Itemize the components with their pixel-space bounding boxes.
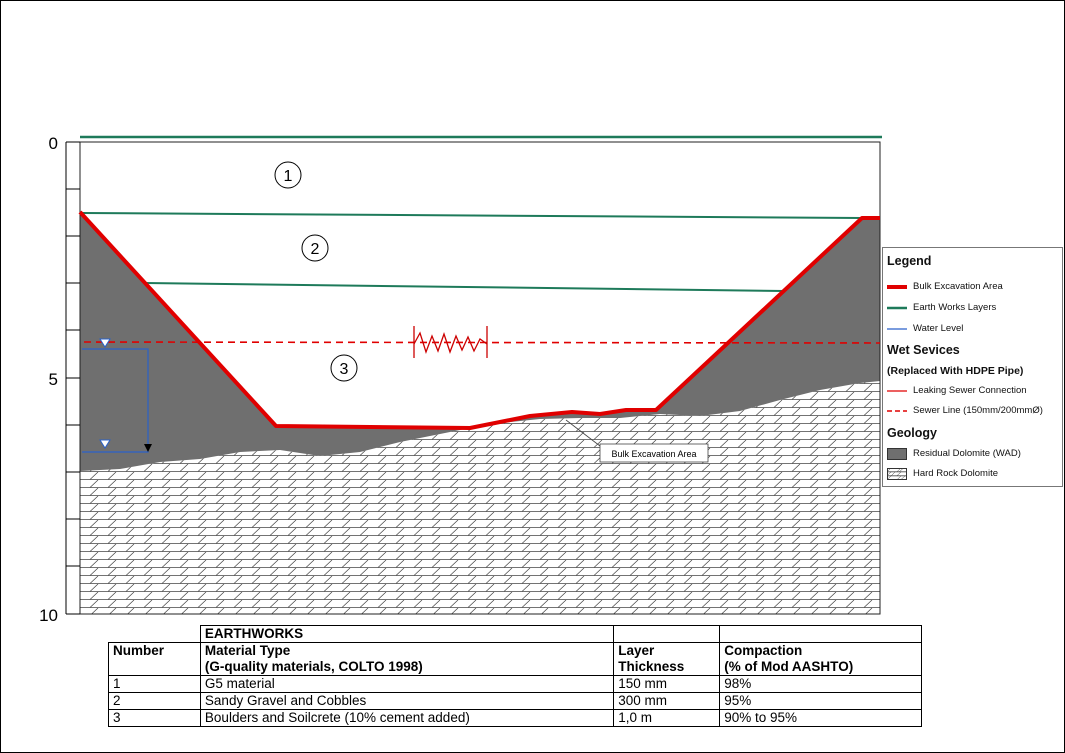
callout-leader bbox=[565, 419, 601, 447]
legend-label: Water Level bbox=[913, 323, 964, 334]
header-material-line-2: (G-quality materials, COLTO 1998) bbox=[204, 659, 423, 674]
legend-wet-subtitle: (Replaced With HDPE Pipe) bbox=[887, 365, 1024, 377]
header-thickness: Layer Thickness bbox=[613, 642, 721, 676]
cell-thickness: 1,0 m bbox=[613, 709, 721, 727]
table-group-header: EARTHWORKS bbox=[199, 625, 615, 643]
header-compaction-line-2: (% of Mod AASHTO) bbox=[724, 659, 854, 674]
bulk-excavation-callout: Bulk Excavation Area bbox=[565, 419, 709, 463]
blue-line-icon bbox=[887, 328, 907, 330]
thin-red-line-icon bbox=[887, 390, 907, 392]
table-header-row: Number Material Type (G-quality material… bbox=[108, 642, 922, 676]
legend-label: Sewer Line (150mm/200mmØ) bbox=[913, 405, 1043, 416]
tick-label-0: 0 bbox=[49, 134, 58, 153]
table-row: 3 Boulders and Soilcrete (10% cement add… bbox=[108, 709, 922, 727]
callout-text: Bulk Excavation Area bbox=[611, 449, 696, 459]
layer-marker-1: 1 bbox=[274, 161, 302, 189]
cell-material: Boulders and Soilcrete (10% cement added… bbox=[199, 709, 615, 727]
header-material-line-1: Material Type bbox=[204, 643, 291, 658]
header-number-label: Number bbox=[113, 643, 165, 658]
water-level-marker-lower bbox=[99, 439, 111, 449]
hatch-swatch-icon bbox=[887, 468, 907, 480]
legend-item-water-level: Water Level bbox=[887, 323, 1063, 336]
legend-item-hard-rock-dolomite: Hard Rock Dolomite bbox=[887, 468, 1063, 481]
legend: Legend Bulk Excavation Area Earth Works … bbox=[882, 247, 1063, 487]
table-empty-cell bbox=[719, 625, 922, 643]
header-compaction: Compaction (% of Mod AASHTO) bbox=[719, 642, 922, 676]
thick-red-line-icon bbox=[887, 285, 907, 289]
cell-number: 1 bbox=[108, 675, 201, 693]
earthworks-layer-1-2 bbox=[81, 212, 863, 219]
header-material: Material Type (G-quality materials, COLT… bbox=[199, 642, 615, 676]
legend-item-leaking-sewer: Leaking Sewer Connection bbox=[887, 385, 1063, 398]
legend-wet-title: Wet Sevices bbox=[887, 343, 960, 357]
cell-number: 3 bbox=[108, 709, 201, 727]
cell-number: 2 bbox=[108, 692, 201, 710]
tick-label-5: 5 bbox=[49, 370, 58, 389]
cell-compaction: 90% to 95% bbox=[719, 709, 922, 727]
water-level-marker-upper bbox=[99, 338, 111, 348]
header-compaction-line-1: Compaction bbox=[724, 643, 803, 658]
legend-geology-title: Geology bbox=[887, 426, 938, 440]
cell-material: G5 material bbox=[199, 675, 615, 693]
legend-title: Legend bbox=[887, 254, 932, 268]
water-level-line bbox=[82, 348, 149, 453]
svg-text:2: 2 bbox=[311, 241, 320, 258]
svg-text:3: 3 bbox=[340, 361, 349, 378]
leaking-sewer-connection bbox=[413, 326, 488, 358]
green-line-icon bbox=[887, 306, 907, 310]
bulk-excavation-outline bbox=[78, 210, 880, 430]
depth-axis: 0 5 10 bbox=[39, 134, 80, 625]
earthworks-table: EARTHWORKS Number Material Type (G-quali… bbox=[108, 625, 922, 727]
cell-thickness: 300 mm bbox=[613, 692, 721, 710]
residual-dolomite bbox=[80, 212, 880, 471]
header-number: Number bbox=[108, 642, 201, 676]
water-level bbox=[82, 338, 152, 453]
cell-compaction: 98% bbox=[719, 675, 922, 693]
table-empty-cell bbox=[109, 626, 201, 643]
legend-label: Bulk Excavation Area bbox=[913, 281, 1003, 292]
cell-material: Sandy Gravel and Cobbles bbox=[199, 692, 615, 710]
sewer-line bbox=[83, 341, 881, 344]
legend-item-bulk-excavation: Bulk Excavation Area bbox=[887, 281, 1063, 294]
layer-marker-2: 2 bbox=[301, 234, 329, 262]
callout-box bbox=[599, 443, 709, 463]
legend-label: Earth Works Layers bbox=[913, 302, 997, 313]
legend-label: Residual Dolomite (WAD) bbox=[913, 448, 1021, 459]
cross-section-diagram: 0 5 10 1 2 3 Bulk Excavation Area bbox=[39, 134, 882, 625]
cell-thickness: 150 mm bbox=[613, 675, 721, 693]
table-empty-cell bbox=[613, 625, 721, 643]
water-arrow-head bbox=[144, 444, 152, 452]
header-thickness-line-1: Layer bbox=[618, 643, 655, 658]
tick-label-10: 10 bbox=[39, 606, 58, 625]
dashed-red-line-icon bbox=[887, 410, 907, 412]
layer-marker-3: 3 bbox=[330, 354, 358, 382]
table-row: 1 G5 material 150 mm 98% bbox=[108, 675, 922, 693]
legend-item-sewer-line: Sewer Line (150mm/200mmØ) bbox=[887, 405, 1063, 418]
legend-label: Hard Rock Dolomite bbox=[913, 468, 998, 479]
grey-fill-swatch-icon bbox=[887, 448, 907, 460]
table-row: 2 Sandy Gravel and Cobbles 300 mm 95% bbox=[108, 692, 922, 710]
hard-rock-dolomite bbox=[80, 381, 880, 614]
cell-compaction: 95% bbox=[719, 692, 922, 710]
table-group-header-row: EARTHWORKS bbox=[109, 625, 922, 643]
svg-text:1: 1 bbox=[284, 168, 293, 185]
legend-item-earth-works: Earth Works Layers bbox=[887, 302, 1063, 315]
legend-label: Leaking Sewer Connection bbox=[913, 385, 1027, 396]
header-thickness-line-2: Thickness bbox=[618, 659, 685, 674]
earthworks-layer-2-3 bbox=[144, 282, 785, 292]
legend-item-residual-dolomite: Residual Dolomite (WAD) bbox=[887, 448, 1063, 461]
